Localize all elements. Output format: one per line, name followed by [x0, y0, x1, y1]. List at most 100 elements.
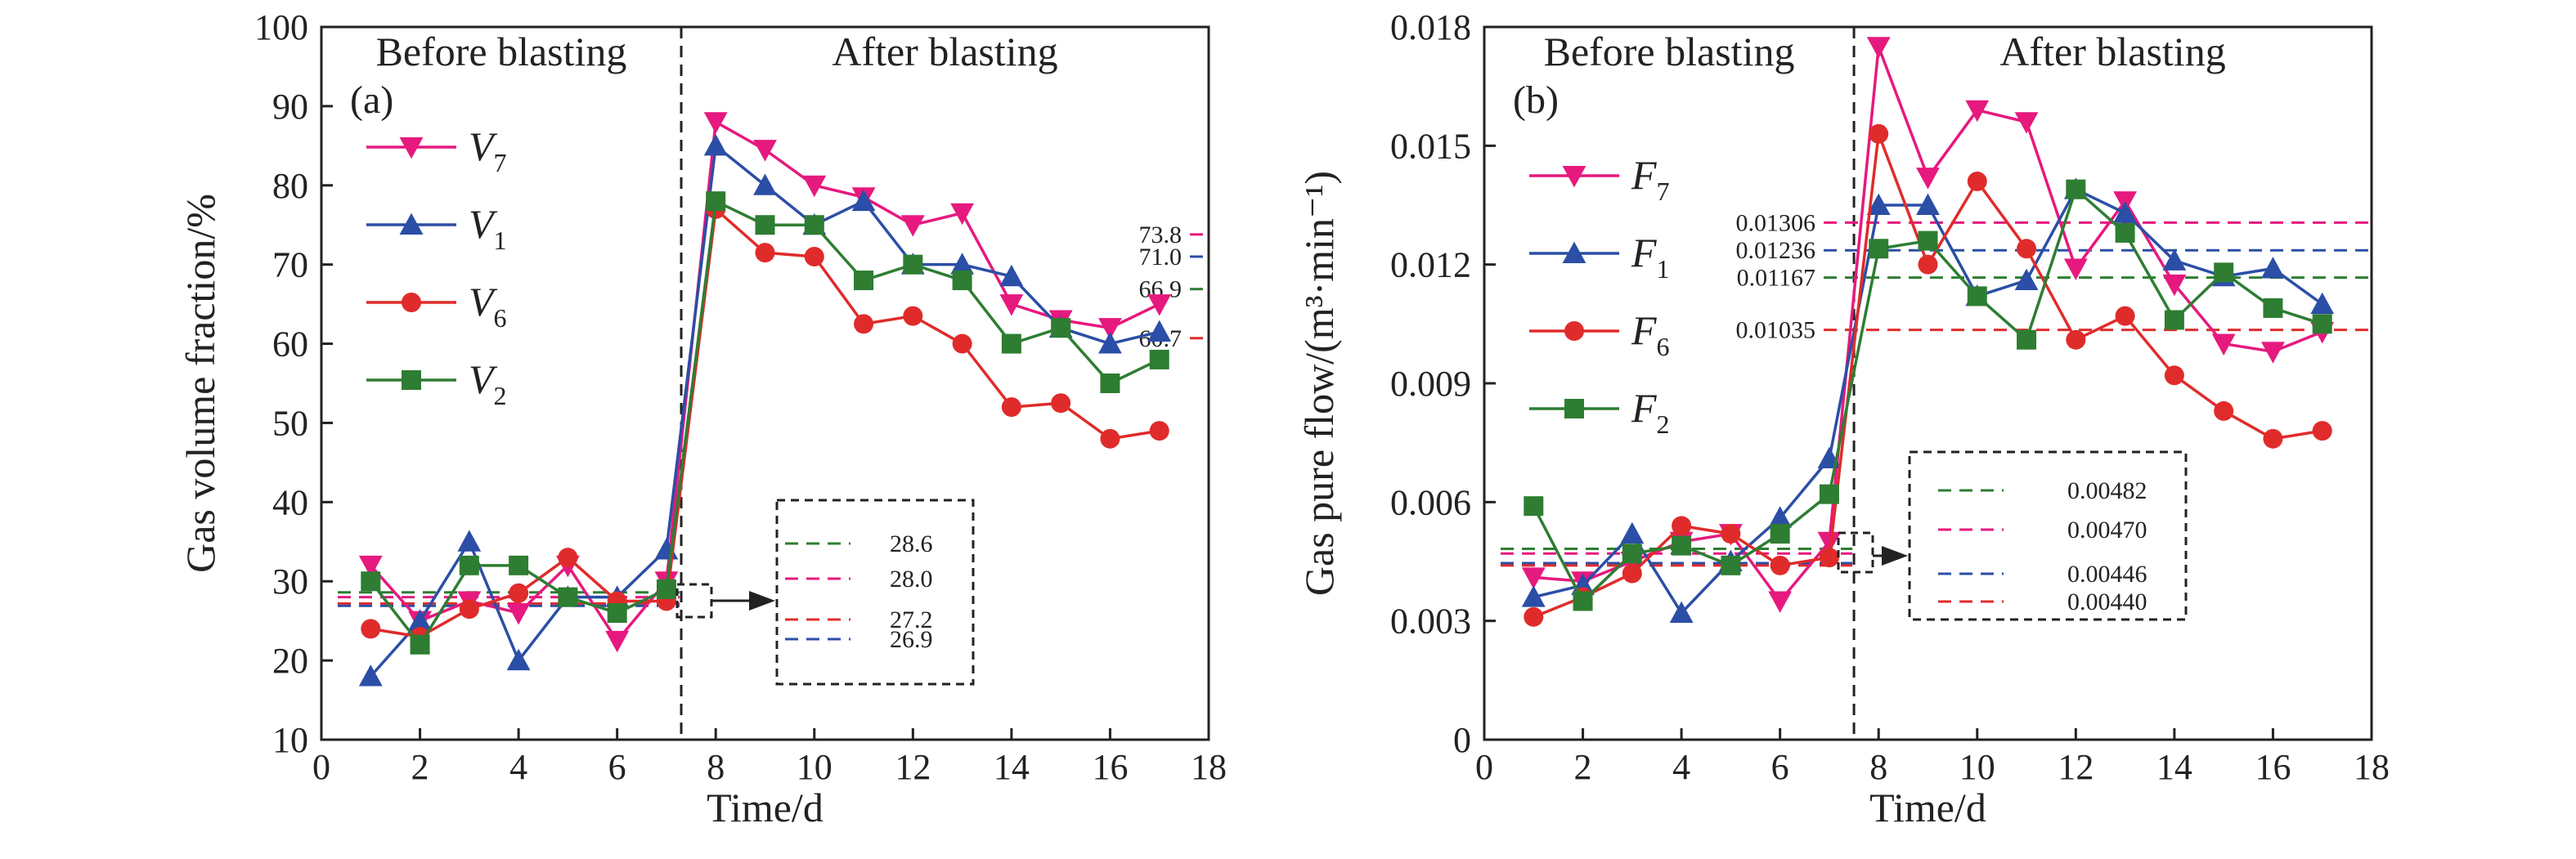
legend-name: F [1631, 307, 1657, 353]
x-tick-label: 12 [895, 747, 931, 787]
data-point [1721, 524, 1741, 544]
data-point [1147, 320, 1172, 342]
y-tick-label: 80 [272, 166, 308, 206]
legend-entry: V1 [469, 201, 507, 255]
y-tick-label: 0.015 [1390, 126, 1471, 166]
inset-reference-label: 0.00470 [2067, 517, 2147, 544]
data-point [1768, 591, 1793, 613]
data-point [802, 175, 827, 198]
data-point [1819, 484, 1839, 504]
legend-name: F [1631, 152, 1657, 198]
data-point [558, 587, 578, 607]
inset-reference-label: 0.00440 [2067, 588, 2147, 615]
y-tick-label: 0.018 [1390, 7, 1471, 47]
data-point [1672, 516, 1692, 536]
data-point [2113, 201, 2138, 223]
data-point [506, 602, 531, 625]
x-tick-label: 10 [1959, 747, 1995, 787]
legend-name: V [469, 356, 498, 402]
data-point [2211, 333, 2236, 356]
y-tick-label: 0 [1453, 720, 1471, 760]
data-point [755, 215, 775, 235]
data-point [2066, 329, 2086, 350]
legend-marker [399, 213, 424, 235]
data-point [2017, 239, 2037, 259]
y-tick-label: 40 [272, 482, 308, 522]
legend-subscript: 6 [494, 303, 507, 333]
data-point [2312, 314, 2332, 334]
zoom-inset-box [1908, 450, 2188, 621]
y-tick-label: 0.003 [1390, 602, 1471, 642]
zoom-inset-box [775, 499, 975, 686]
data-point [361, 571, 381, 592]
data-point [1819, 548, 1839, 568]
legend-entry: V7 [469, 123, 507, 177]
data-point [1051, 318, 1071, 338]
x-tick-label: 0 [312, 747, 330, 787]
data-point [2310, 292, 2335, 315]
data-point [804, 246, 824, 266]
data-point [1770, 555, 1790, 575]
y-axis-label: Gas volume fraction/% [177, 194, 223, 573]
data-point [706, 191, 726, 212]
chart-panel-a: 0 2 4 6 8 10 12 14 16 18102030405060708090100Time… [177, 7, 1227, 830]
data-point [2164, 365, 2184, 386]
data-point [753, 140, 777, 162]
chart-panel-b: 0 2 4 6 8 10 12 14 16 1800.0030.0060.0090.0120.01… [1296, 7, 2390, 830]
legend-entry: F2 [1631, 385, 1670, 439]
reference-label-after: 0.01035 [1736, 317, 1816, 344]
data-point [854, 271, 874, 291]
x-tick-label: 8 [707, 747, 725, 787]
region-label-after: After blasting [832, 29, 1057, 74]
data-point [2312, 421, 2332, 441]
x-tick-label: 4 [1672, 747, 1690, 787]
data-point [1147, 294, 1172, 316]
data-point [854, 314, 874, 334]
y-tick-label: 30 [272, 561, 308, 602]
data-point [1622, 544, 1642, 564]
data-point [2066, 179, 2086, 199]
data-point [903, 306, 923, 326]
legend-subscript: 7 [494, 148, 507, 177]
data-point [2164, 310, 2184, 330]
data-point [1866, 37, 1891, 59]
y-tick-label: 20 [272, 641, 308, 681]
data-point [1100, 428, 1120, 449]
data-point [2162, 274, 2187, 297]
data-point [1098, 318, 1122, 340]
data-point [1918, 230, 1938, 251]
y-tick-label: 100 [254, 7, 308, 47]
legend-marker [1562, 166, 1586, 188]
y-tick-label: 0.009 [1390, 364, 1471, 404]
data-point [2014, 268, 2039, 291]
legend-marker [1562, 241, 1586, 263]
data-point [2014, 112, 2039, 134]
legend-subscript: 7 [1657, 177, 1670, 206]
data-point [1521, 585, 1546, 607]
data-point [952, 333, 972, 354]
data-point [2261, 257, 2285, 279]
legend-name: F [1631, 385, 1657, 431]
panel-label: (b) [1513, 78, 1559, 122]
y-axis-label: Gas pure flow/(m³·min⁻¹) [1296, 171, 1342, 596]
data-point [1721, 555, 1741, 575]
data-point [1051, 393, 1071, 414]
x-tick-label: 8 [1869, 747, 1887, 787]
data-point [1001, 333, 1021, 354]
legend-name: V [469, 201, 498, 247]
data-point [1869, 123, 1889, 144]
data-point [1524, 606, 1544, 627]
x-tick-label: 12 [2058, 747, 2094, 787]
region-label-before: Before blasting [1544, 29, 1795, 74]
data-point [2263, 298, 2283, 318]
data-point [1916, 168, 1940, 190]
y-tick-label: 10 [272, 720, 308, 760]
data-point [459, 555, 479, 575]
reference-label-after: 0.01236 [1736, 237, 1816, 264]
data-point [952, 271, 972, 291]
x-tick-label: 18 [2354, 747, 2390, 787]
legend-marker [1564, 399, 1584, 418]
legend-subscript: 2 [1657, 409, 1670, 439]
legend-marker [399, 137, 424, 159]
